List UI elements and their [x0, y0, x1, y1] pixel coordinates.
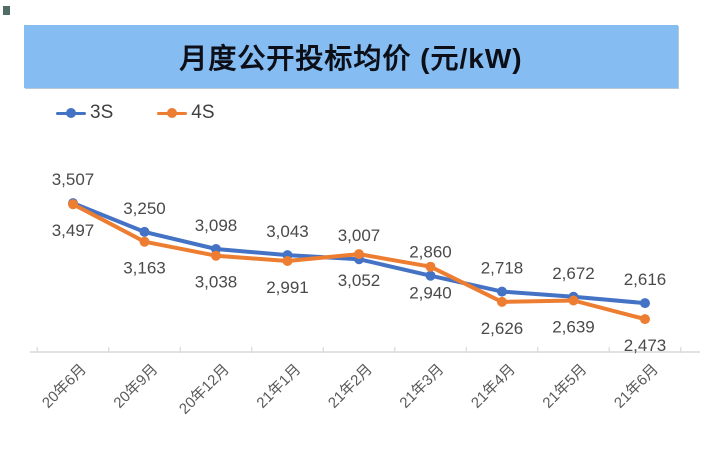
data-label-4S: 3,163 [123, 259, 166, 278]
data-point-3S [425, 270, 436, 281]
data-label-4S: 3,038 [195, 273, 238, 292]
x-axis-label: 21年6月 [611, 361, 662, 412]
x-axis-label: 20年9月 [110, 361, 161, 412]
x-axis-label: 21年1月 [253, 361, 304, 412]
data-point-4S [211, 250, 221, 261]
data-point-4S [497, 296, 507, 307]
data-point-4S [568, 295, 579, 306]
data-label-3S: 3,098 [195, 216, 238, 235]
data-label-4S: 2,940 [409, 284, 452, 303]
legend-label-4s: 4S [191, 102, 215, 123]
data-label-4S: 3,052 [338, 271, 381, 290]
corner-artifact-mark [3, 6, 10, 15]
legend-label-3s: 3S [90, 102, 114, 123]
x-axis-label: 21年2月 [325, 361, 376, 412]
x-axis-label: 21年4月 [468, 361, 519, 412]
data-label-4S: 2,639 [552, 318, 595, 337]
data-point-3S [497, 286, 507, 297]
data-label-4S: 3,497 [52, 221, 95, 240]
x-axis-label: 20年12月 [176, 361, 233, 418]
data-point-3S [139, 226, 150, 237]
data-label-4S: 2,626 [481, 319, 524, 338]
data-label-3S: 3,007 [338, 226, 381, 245]
data-label-3S: 2,718 [481, 259, 524, 278]
data-label-3S: 2,860 [409, 243, 452, 262]
data-label-3S: 3,043 [266, 222, 309, 241]
data-label-4S: 2,991 [266, 278, 309, 297]
data-point-4S [139, 236, 150, 247]
data-point-4S [425, 261, 436, 272]
title-banner: 月度公开投标均价 (元/kW) [24, 25, 678, 88]
legend-marker-3s-icon [56, 107, 86, 119]
data-point-4S [68, 199, 78, 210]
chart-legend: 3S 4S [56, 102, 215, 124]
chart-title: 月度公开投标均价 (元/kW) [179, 42, 523, 74]
data-point-3S [640, 298, 650, 309]
legend-marker-4s-icon [157, 107, 188, 119]
data-label-3S: 3,507 [52, 170, 95, 189]
legend-item-3s: 3S [56, 102, 113, 124]
x-axis-label: 20年6月 [39, 361, 90, 412]
x-axis-label: 21年5月 [539, 361, 590, 412]
x-axis-label: 21年3月 [396, 361, 447, 412]
data-point-4S [640, 314, 650, 325]
legend-item-4s: 4S [157, 102, 215, 124]
data-point-4S [282, 256, 293, 266]
data-label-3S: 3,250 [123, 199, 166, 218]
data-point-4S [354, 249, 364, 260]
data-label-4S: 2,473 [624, 336, 667, 355]
data-label-3S: 2,672 [552, 264, 595, 283]
data-label-3S: 2,616 [624, 270, 667, 289]
